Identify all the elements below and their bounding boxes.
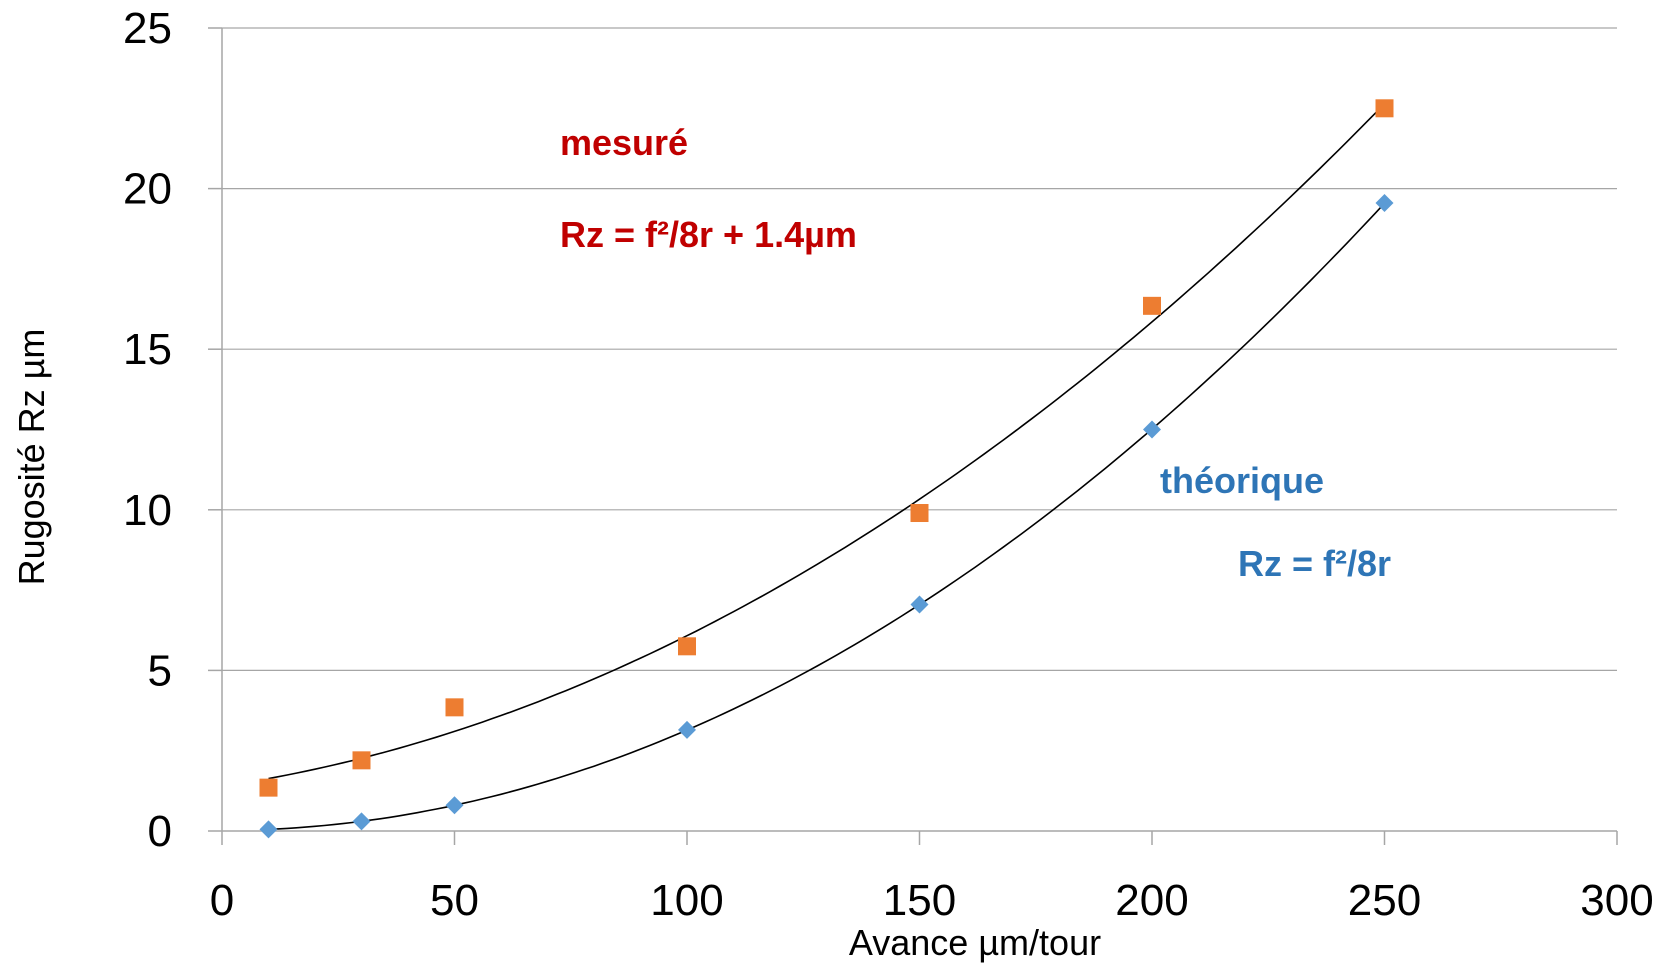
data-point-square bbox=[352, 751, 371, 770]
x-tick-label: 200 bbox=[1115, 876, 1188, 925]
data-point-diamond bbox=[352, 812, 371, 831]
y-axis-title: Rugosité Rz µm bbox=[11, 329, 52, 586]
x-tick-label: 50 bbox=[430, 876, 479, 925]
grid-lines bbox=[222, 27, 1617, 672]
axes bbox=[208, 27, 1618, 845]
data-point-square bbox=[910, 504, 929, 523]
y-tick-label: 20 bbox=[123, 165, 172, 214]
data-point-square bbox=[1375, 99, 1394, 118]
y-tick-label: 0 bbox=[148, 807, 172, 856]
data-point-square bbox=[1143, 296, 1161, 315]
data-point-diamond bbox=[259, 820, 278, 839]
tick-labels: 0 50 100 150 200 250 300 0 5 10 15 20 25 bbox=[123, 4, 1654, 925]
data-point-diamond bbox=[445, 796, 464, 815]
trendline bbox=[268, 202, 1386, 831]
data-point-square bbox=[259, 778, 278, 797]
x-tick-label: 150 bbox=[883, 876, 956, 925]
x-axis-title: Avance µm/tour bbox=[849, 922, 1101, 963]
x-tick-label: 300 bbox=[1580, 876, 1653, 925]
x-tick-label: 250 bbox=[1348, 876, 1421, 925]
y-tick-label: 10 bbox=[123, 486, 172, 535]
annotation-formula-mesure: Rz = f²/8r + 1.4µm bbox=[560, 214, 857, 255]
annotation-mesure: mesuré bbox=[560, 122, 688, 163]
x-tick-label: 100 bbox=[650, 876, 723, 925]
x-tick-label: 0 bbox=[210, 876, 234, 925]
data-point-diamond bbox=[678, 720, 696, 739]
data-point-square bbox=[445, 698, 464, 717]
data-point-diamond bbox=[1143, 420, 1161, 439]
data-points bbox=[259, 99, 1394, 839]
annotation-formula-theorique: Rz = f²/8r bbox=[1238, 543, 1391, 584]
y-tick-label: 25 bbox=[123, 4, 172, 53]
data-point-square bbox=[678, 637, 696, 656]
y-tick-label: 5 bbox=[148, 646, 172, 695]
y-tick-label: 15 bbox=[123, 325, 172, 374]
annotation-theorique: théorique bbox=[1160, 460, 1324, 501]
data-point-diamond bbox=[910, 595, 929, 614]
data-point-diamond bbox=[1375, 194, 1394, 213]
trendline bbox=[268, 103, 1386, 780]
